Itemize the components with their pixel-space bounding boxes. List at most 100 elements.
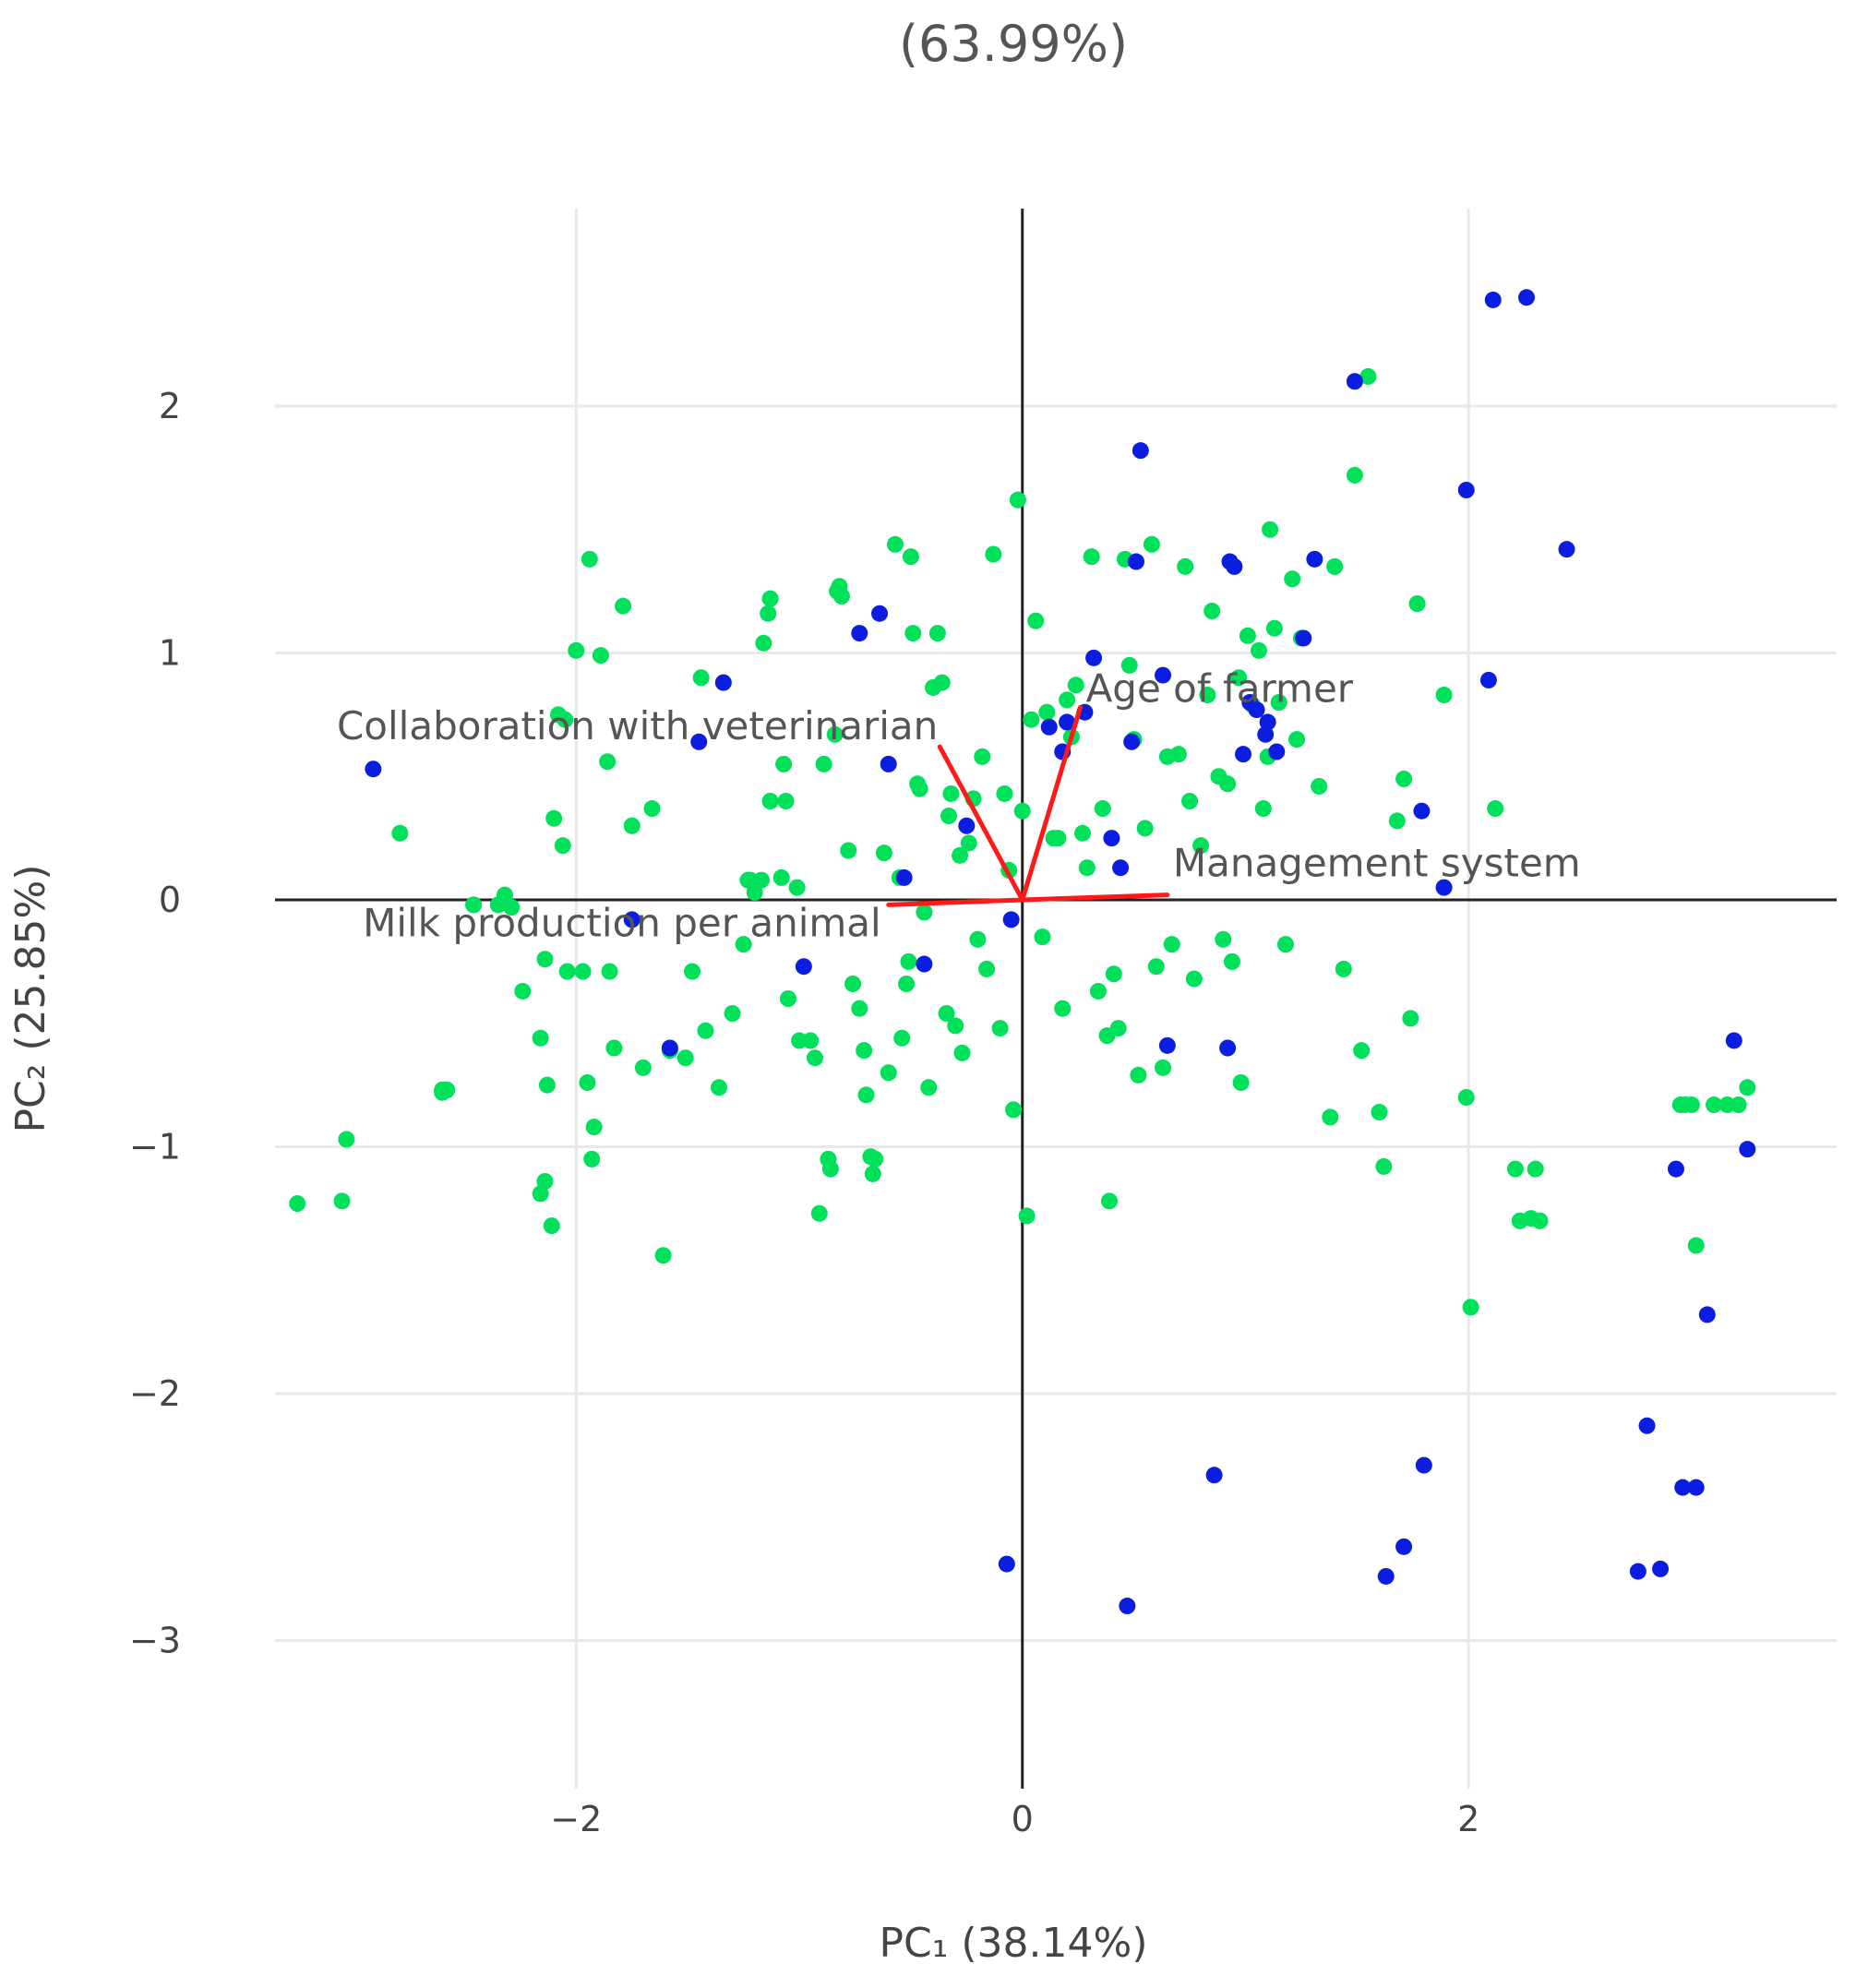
loading-label: Collaboration with veterinarian (337, 703, 938, 748)
green-point (933, 674, 951, 691)
green-point (1457, 1089, 1475, 1106)
green-point (985, 545, 1002, 563)
blue-point (958, 817, 976, 834)
green-point (1359, 367, 1377, 385)
green-point (1038, 703, 1056, 721)
green-point (536, 1172, 554, 1190)
green-point (333, 1192, 351, 1210)
green-point (1054, 1000, 1072, 1017)
green-point (1199, 686, 1216, 703)
green-point (568, 641, 585, 659)
green-point (1059, 691, 1076, 709)
green-point (574, 963, 592, 980)
green-point (856, 1042, 873, 1060)
green-point (826, 725, 844, 743)
green-point (338, 1131, 355, 1148)
green-point (496, 886, 513, 904)
green-point (545, 809, 563, 827)
green-point (615, 597, 632, 615)
blue-point (1687, 1479, 1705, 1496)
blue-point (1123, 733, 1141, 750)
blue-point (1059, 713, 1076, 731)
blue-point (1739, 1141, 1756, 1158)
green-point (1506, 1160, 1524, 1178)
blue-point (1629, 1563, 1646, 1580)
green-point (1682, 1096, 1700, 1114)
green-point (991, 1020, 1009, 1037)
green-point (1322, 1108, 1339, 1126)
blue-point (1558, 541, 1575, 558)
green-point (623, 817, 641, 834)
blue-point (1698, 1306, 1716, 1323)
green-point (391, 824, 409, 842)
green-point (875, 844, 892, 862)
blue-point (1306, 550, 1323, 568)
green-point (864, 1165, 881, 1182)
green-point (1013, 802, 1031, 820)
green-point (928, 625, 946, 642)
blue-point (1638, 1417, 1656, 1434)
blue-point (1235, 746, 1252, 763)
green-point (592, 647, 609, 665)
green-point (996, 784, 1013, 802)
green-point (538, 1076, 556, 1094)
green-point (684, 963, 701, 980)
green-point (1034, 928, 1051, 946)
y-tick-label: −3 (129, 1621, 181, 1661)
zero-axes (275, 209, 1837, 1789)
blue-point (1040, 718, 1058, 736)
green-point (942, 784, 960, 802)
blue-point (1415, 1456, 1432, 1474)
green-point (902, 548, 919, 566)
green-point (779, 990, 796, 1007)
green-point (599, 753, 617, 771)
green-point (777, 793, 795, 809)
green-point (1105, 965, 1122, 983)
green-point (953, 1044, 971, 1061)
green-point (1395, 770, 1413, 787)
blue-point (1295, 629, 1312, 647)
blue-point (1674, 1479, 1692, 1496)
green-point (605, 1039, 623, 1057)
green-point (1371, 1104, 1388, 1121)
blue-point (916, 955, 933, 973)
green-point (1027, 612, 1045, 629)
green-point (543, 1217, 560, 1235)
loading-vector (1020, 892, 1170, 903)
green-point (579, 1073, 596, 1091)
y-tick-label: 2 (159, 386, 181, 426)
blue-point (1259, 713, 1276, 731)
green-point (1230, 669, 1248, 687)
green-point (1335, 960, 1352, 977)
green-point (851, 1000, 868, 1017)
green-point (880, 1064, 897, 1082)
green-point (1078, 859, 1096, 877)
blue-point (1119, 1598, 1136, 1615)
green-point (1005, 1101, 1023, 1119)
tick-labels: −2 0 2 −3 −2 −1 0 1 2 (129, 386, 1479, 1839)
x-axis-title: PC₁ (38.14%) (880, 1920, 1148, 1967)
green-point (815, 755, 832, 772)
green-point (1288, 731, 1306, 748)
green-point (867, 1150, 884, 1168)
green-point (1435, 686, 1453, 703)
green-point (1067, 677, 1084, 694)
green-point (1254, 800, 1272, 818)
blue-point (1205, 1467, 1223, 1484)
green-point (1215, 930, 1232, 948)
green-point (886, 535, 904, 553)
green-point (1163, 936, 1180, 953)
blue-point (1484, 291, 1502, 308)
green-point (735, 936, 752, 953)
blue-point (1257, 725, 1275, 743)
scatter-points (289, 289, 1756, 1615)
green-point (772, 868, 790, 886)
green-point (952, 846, 969, 864)
blue-point (365, 760, 382, 778)
blue-point (1002, 911, 1020, 928)
green-point (1388, 812, 1406, 830)
x-tick-label: −2 (550, 1799, 602, 1839)
green-point (549, 706, 567, 724)
y-tick-label: −2 (129, 1373, 181, 1414)
green-point (1402, 1010, 1419, 1027)
